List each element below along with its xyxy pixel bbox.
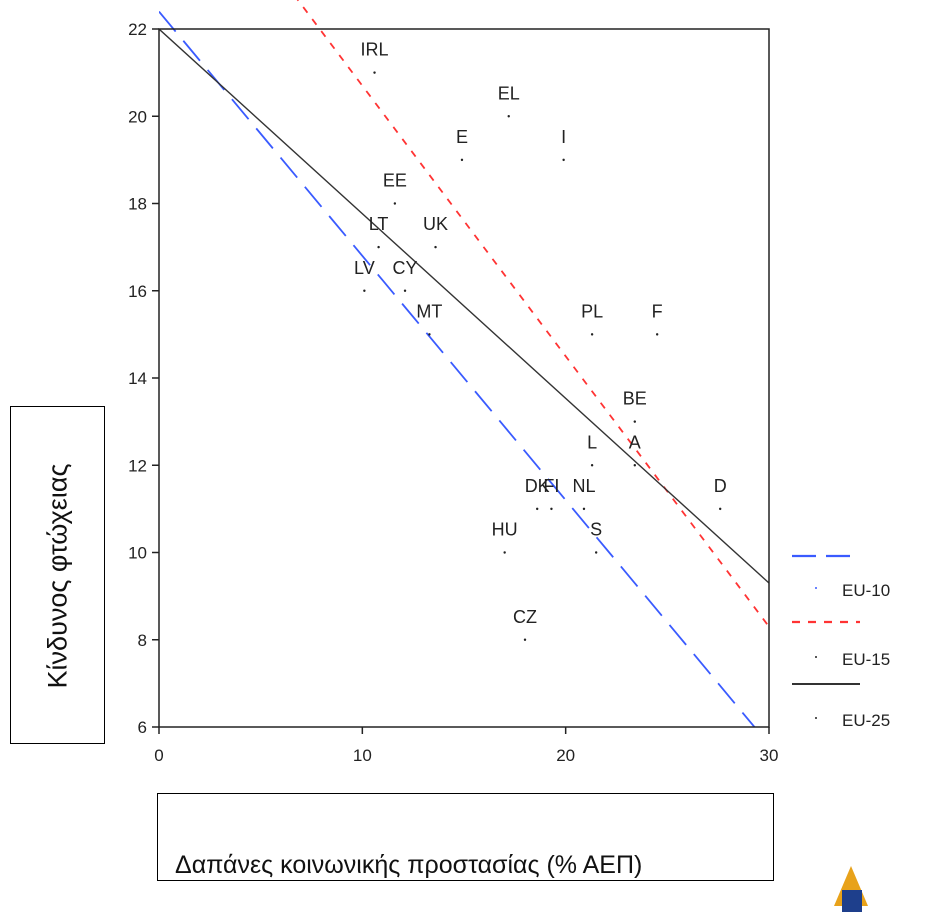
data-point-d [719, 507, 722, 511]
legend-label-eu-10: EU-10 [842, 581, 890, 600]
data-point-cy [403, 289, 407, 292]
data-point-cz [523, 638, 527, 641]
y-tick-label: 20 [128, 107, 147, 126]
point-label-hu: HU [492, 520, 518, 540]
x-axis-label: Δαπάνες κοινωνικής προστασίας (% ΑΕΠ) [175, 851, 643, 879]
point-label-cy: CY [393, 258, 418, 278]
point-label-ee: EE [383, 171, 407, 191]
point-label-e: E [456, 127, 468, 147]
point-label-irl: IRL [361, 40, 389, 60]
point-label-lt: LT [369, 214, 389, 234]
data-point-lt [377, 245, 380, 249]
y-tick-label: 6 [138, 718, 147, 737]
fit-line-eu-25 [159, 28, 769, 584]
point-label-s: S [590, 520, 602, 540]
y-tick-label: 8 [138, 631, 147, 650]
point-label-nl: NL [572, 476, 595, 496]
y-tick-label: 12 [128, 456, 147, 475]
fit-line-eu-15 [296, 0, 769, 628]
point-label-be: BE [623, 389, 647, 409]
y-tick-label: 14 [128, 369, 147, 388]
x-axis-label-box [157, 793, 774, 881]
legend-label-eu-25: EU-25 [842, 711, 890, 730]
x-tick-label: 10 [353, 746, 372, 765]
x-tick-label: 20 [556, 746, 575, 765]
data-point-ee [393, 202, 397, 205]
data-point-e [460, 158, 464, 162]
data-point-dk [536, 507, 539, 511]
x-tick-label: 0 [154, 746, 163, 765]
data-point-pl [590, 333, 594, 336]
data-point-l [590, 464, 594, 467]
data-point-a [633, 464, 636, 467]
point-label-pl: PL [581, 301, 603, 321]
data-point-hu [503, 551, 506, 554]
data-point-be [633, 420, 636, 423]
data-point-mt [428, 333, 431, 336]
legend-marker [815, 587, 817, 589]
legend-marker [815, 656, 817, 658]
point-label-mt: MT [416, 301, 442, 321]
data-point-lv [363, 289, 366, 292]
regression-lines [159, 0, 769, 727]
y-tick-label: 22 [128, 20, 147, 39]
y-tick-label: 16 [128, 282, 147, 301]
data-point-i [562, 158, 565, 162]
data-point-nl [582, 507, 586, 511]
y-axis-ticks: 6 8 10 12 14 16 18 20 22 [128, 20, 159, 737]
data-point-f [655, 333, 659, 336]
point-label-el: EL [498, 83, 520, 103]
data-point-s [594, 551, 598, 554]
point-label-cz: CZ [513, 607, 537, 627]
y-tick-label: 10 [128, 544, 147, 563]
data-point-uk [434, 245, 437, 249]
x-axis-ticks: 0 10 20 30 [154, 727, 778, 765]
logo-mark-block-icon [842, 890, 862, 912]
fit-line-eu-10 [159, 10, 756, 727]
point-label-fi: FI [543, 476, 559, 496]
y-tick-label: 18 [128, 195, 147, 214]
data-point-el [507, 115, 510, 118]
plot-frame [158, 28, 770, 728]
legend: EU-10 EU-15 EU-25 [792, 554, 890, 730]
point-label-uk: UK [423, 214, 448, 234]
point-label-dk: DK [525, 476, 550, 496]
point-label-lv: LV [354, 258, 375, 278]
publisher-logo [834, 862, 926, 914]
point-label-a: A [629, 432, 641, 452]
legend-label-eu-15: EU-15 [842, 650, 890, 669]
data-point-fi [550, 507, 553, 511]
x-tick-label: 30 [760, 746, 779, 765]
y-axis-label: Κίνδυνος φτώχειας [42, 463, 73, 689]
point-label-l: L [587, 432, 597, 452]
data-point-irl [373, 71, 376, 74]
legend-marker [815, 717, 817, 719]
point-label-f: F [652, 301, 663, 321]
point-label-i: I [561, 127, 566, 147]
point-label-d: D [714, 476, 727, 496]
y-axis-label-box: Κίνδυνος φτώχειας [10, 406, 105, 744]
